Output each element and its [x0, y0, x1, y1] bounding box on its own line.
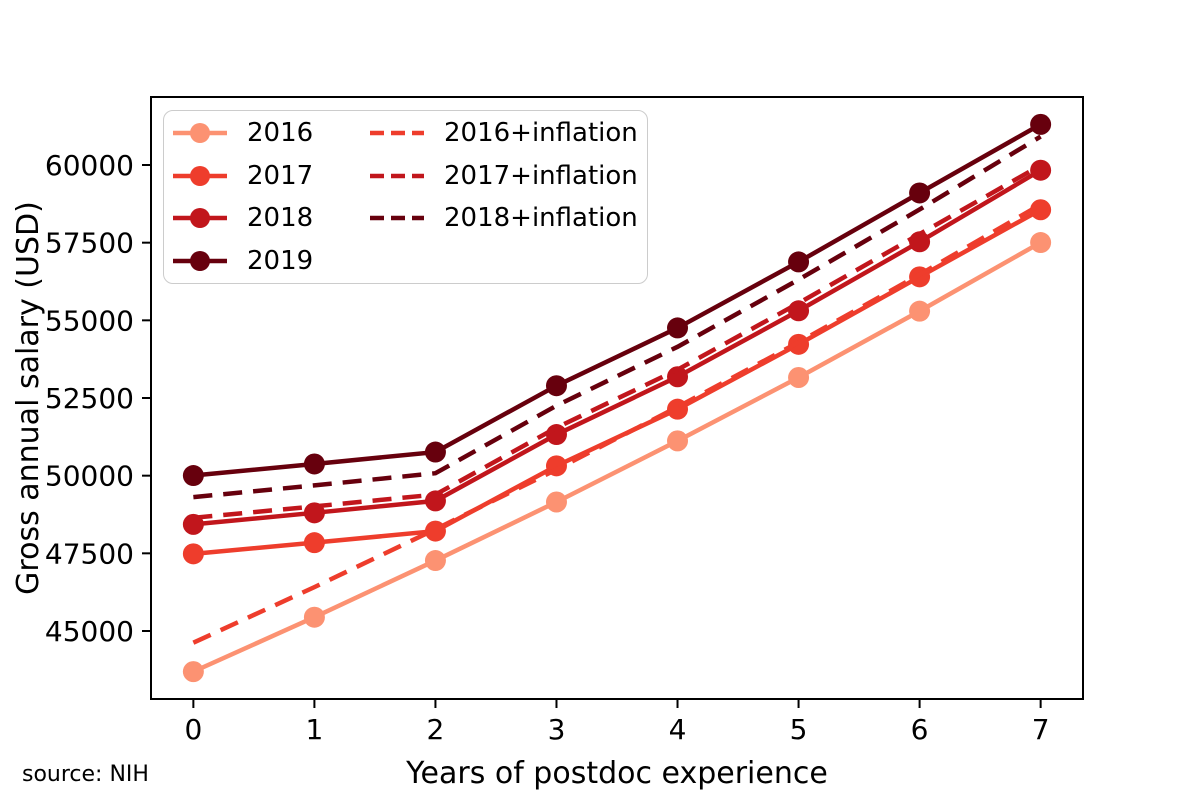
x-tick-label: 7 — [1032, 713, 1050, 746]
x-tick-label: 2 — [427, 713, 445, 746]
data-point — [182, 661, 204, 683]
series-line — [192, 240, 1042, 674]
y-tick-label: 52500 — [45, 382, 134, 415]
axes-spines — [150, 96, 1084, 700]
series-2019 — [182, 113, 1052, 487]
x-tick-label: 1 — [305, 713, 323, 746]
data-point — [182, 543, 204, 565]
legend-item-2019: 2019 — [172, 240, 369, 283]
y-tick-label: 47500 — [45, 537, 134, 570]
y-tick-label: 55000 — [45, 304, 134, 337]
legend: 2016 2017 2018 2019 2016+inflation 2017+infla… — [163, 110, 648, 284]
source-note: source: NIH — [22, 762, 149, 787]
x-tick-label: 4 — [669, 713, 687, 746]
data-point — [667, 430, 689, 452]
data-point — [303, 532, 325, 554]
legend-item-2017: 2017 — [172, 155, 369, 198]
x-tick-label: 0 — [184, 713, 202, 746]
data-point — [424, 550, 446, 572]
legend-item-2018: 2018 — [172, 197, 369, 240]
data-point — [909, 300, 931, 322]
legend-label: 2017 — [247, 160, 314, 191]
legend-label: 2016+inflation — [444, 118, 638, 149]
data-point — [788, 300, 810, 322]
data-point — [1030, 113, 1052, 135]
data-point — [909, 182, 931, 204]
legend-label: 2019 — [247, 245, 314, 276]
legend-label: 2016 — [247, 118, 314, 149]
legend-line-marker-sample — [173, 165, 227, 186]
y-tick-label: 45000 — [45, 615, 134, 648]
data-point — [1030, 232, 1052, 254]
data-point — [303, 606, 325, 628]
legend-line-marker-sample — [173, 250, 227, 271]
y-tick-label: 60000 — [45, 149, 134, 182]
y-axis-label: Gross annual salary (USD) — [11, 201, 46, 595]
data-point — [545, 424, 567, 446]
legend-item-2017-inflation: 2017+inflation — [369, 155, 641, 198]
legend-dash-sample — [370, 173, 424, 178]
legend-label: 2018+inflation — [444, 203, 638, 234]
legend-line-marker-sample — [173, 208, 227, 229]
data-point — [788, 251, 810, 273]
series-line — [192, 202, 1042, 645]
legend-item-2018-inflation: 2018+inflation — [369, 197, 641, 240]
series-line — [193, 168, 1042, 527]
data-point — [424, 441, 446, 463]
data-point — [545, 375, 567, 397]
legend-label: 2018 — [247, 203, 314, 234]
data-point — [788, 366, 810, 388]
legend-line-marker-sample — [173, 123, 227, 144]
data-point — [1030, 159, 1052, 181]
axes-content: 45000 47500 50000 52500 55000 57500 60000 0 1 2 3 4… — [45, 96, 1084, 746]
data-point — [667, 317, 689, 339]
x-tick-label: 3 — [548, 713, 566, 746]
x-tick-label: 6 — [911, 713, 929, 746]
legend-item-2016-inflation: 2016+inflation — [369, 112, 641, 155]
legend-label: 2017+inflation — [444, 160, 638, 191]
x-tick-label: 5 — [790, 713, 808, 746]
x-axis-label: Years of postdoc experience — [405, 756, 828, 791]
series-2016-inflation — [192, 202, 1042, 645]
y-tick-label: 50000 — [45, 460, 134, 493]
data-point — [545, 491, 567, 513]
y-tick-label: 57500 — [45, 227, 134, 260]
legend-dash-sample — [370, 216, 424, 221]
data-point — [182, 465, 204, 487]
series-2018 — [182, 159, 1052, 535]
data-point — [303, 453, 325, 475]
legend-item-2016: 2016 — [172, 112, 369, 155]
series-2016 — [182, 232, 1052, 683]
data-point — [1030, 199, 1052, 221]
legend-dash-sample — [370, 131, 424, 136]
series-line — [193, 122, 1042, 478]
data-point — [424, 490, 446, 512]
